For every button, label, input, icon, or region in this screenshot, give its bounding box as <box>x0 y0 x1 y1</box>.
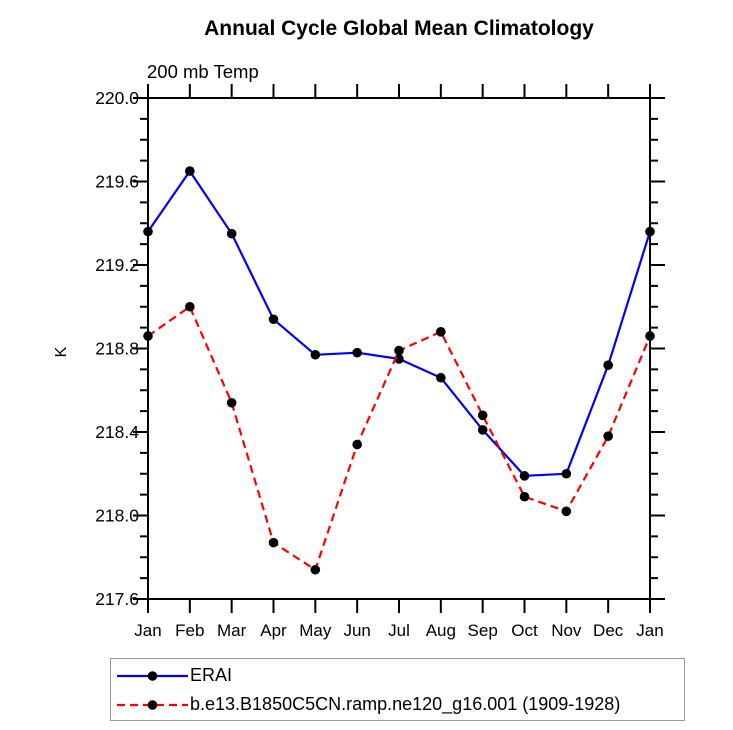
x-axis-tick-label: Jul <box>388 621 410 640</box>
x-axis-tick-label: Apr <box>260 621 287 640</box>
x-axis-tick-label: Oct <box>511 621 538 640</box>
legend-label-erai: ERAI <box>190 664 233 685</box>
data-point-marker <box>268 537 279 548</box>
x-axis-tick-label: Feb <box>175 621 204 640</box>
x-axis-tick-label: May <box>299 621 332 640</box>
y-axis-tick-label: 218.8 <box>95 339 139 359</box>
data-point-marker <box>185 301 195 312</box>
x-axis-tick-label: Aug <box>426 621 456 640</box>
legend-item-model: b.e13.B1850C5CN.ramp.ne120_g16.001 (1909… <box>111 692 620 716</box>
legend-marker-dot <box>147 671 158 681</box>
y-axis-tick-label: 217.6 <box>95 589 139 609</box>
data-point-marker <box>477 425 488 435</box>
y-axis-tick-label: 218.4 <box>95 422 139 442</box>
data-point-marker <box>310 349 321 360</box>
data-point-marker <box>143 331 153 341</box>
data-point-marker <box>645 331 655 341</box>
x-axis-tick-label: Jun <box>343 621 370 640</box>
data-point-marker <box>519 491 530 502</box>
y-axis-tick-label: 219.6 <box>95 172 139 192</box>
plot-frame <box>147 97 651 600</box>
x-axis-tick-label: Jan <box>134 621 161 640</box>
legend-line-sample-erai <box>117 669 188 681</box>
legend-item-erai: ERAI <box>111 663 232 687</box>
data-point-marker <box>561 506 572 517</box>
data-point-marker <box>268 314 279 325</box>
data-point-marker <box>394 354 404 364</box>
plot-area: Jan Feb Mar Apr May Jun Jul Aug Sep Oct Nov Dec Jan 2… <box>95 84 665 640</box>
x-axis-tick-label: Mar <box>217 621 247 640</box>
data-point-marker <box>226 397 237 408</box>
y-axis-tick-label: 218.0 <box>95 506 139 526</box>
legend: ERAI b.e13.B1850C5CN.ramp.ne120_g16.001 … <box>110 658 685 721</box>
series-line <box>147 170 652 477</box>
legend-line-sample-model <box>117 698 188 710</box>
data-point-marker <box>436 327 446 337</box>
x-axis-tick-label: Sep <box>468 621 498 640</box>
data-point-marker <box>436 372 446 383</box>
x-axis-tick-label: Jan <box>636 621 663 640</box>
data-point-marker <box>185 166 195 176</box>
legend-label-model: b.e13.B1850C5CN.ramp.ne120_g16.001 (1909… <box>190 693 621 714</box>
chart-subtitle: 200 mb Temp <box>147 61 259 82</box>
data-point-marker <box>603 360 613 371</box>
data-point-marker <box>519 471 530 481</box>
x-axis-tick-label: Nov <box>551 621 582 640</box>
y-axis-tick-label: 220.0 <box>95 88 139 108</box>
data-point-marker <box>603 431 613 441</box>
legend-marker-dot <box>147 700 158 710</box>
data-point-marker <box>226 228 237 239</box>
data-point-marker <box>645 226 655 237</box>
data-point-marker <box>477 410 488 421</box>
x-axis-tick-label: Dec <box>593 621 624 640</box>
y-axis-tick-label: 219.2 <box>95 255 139 275</box>
chart-title: Annual Cycle Global Mean Climatology <box>204 17 594 40</box>
data-point-marker <box>310 564 321 575</box>
data-point-marker <box>143 226 153 237</box>
data-point-marker <box>352 439 362 450</box>
data-point-marker <box>561 468 572 479</box>
data-point-marker <box>394 345 404 356</box>
data-point-marker <box>352 347 362 358</box>
